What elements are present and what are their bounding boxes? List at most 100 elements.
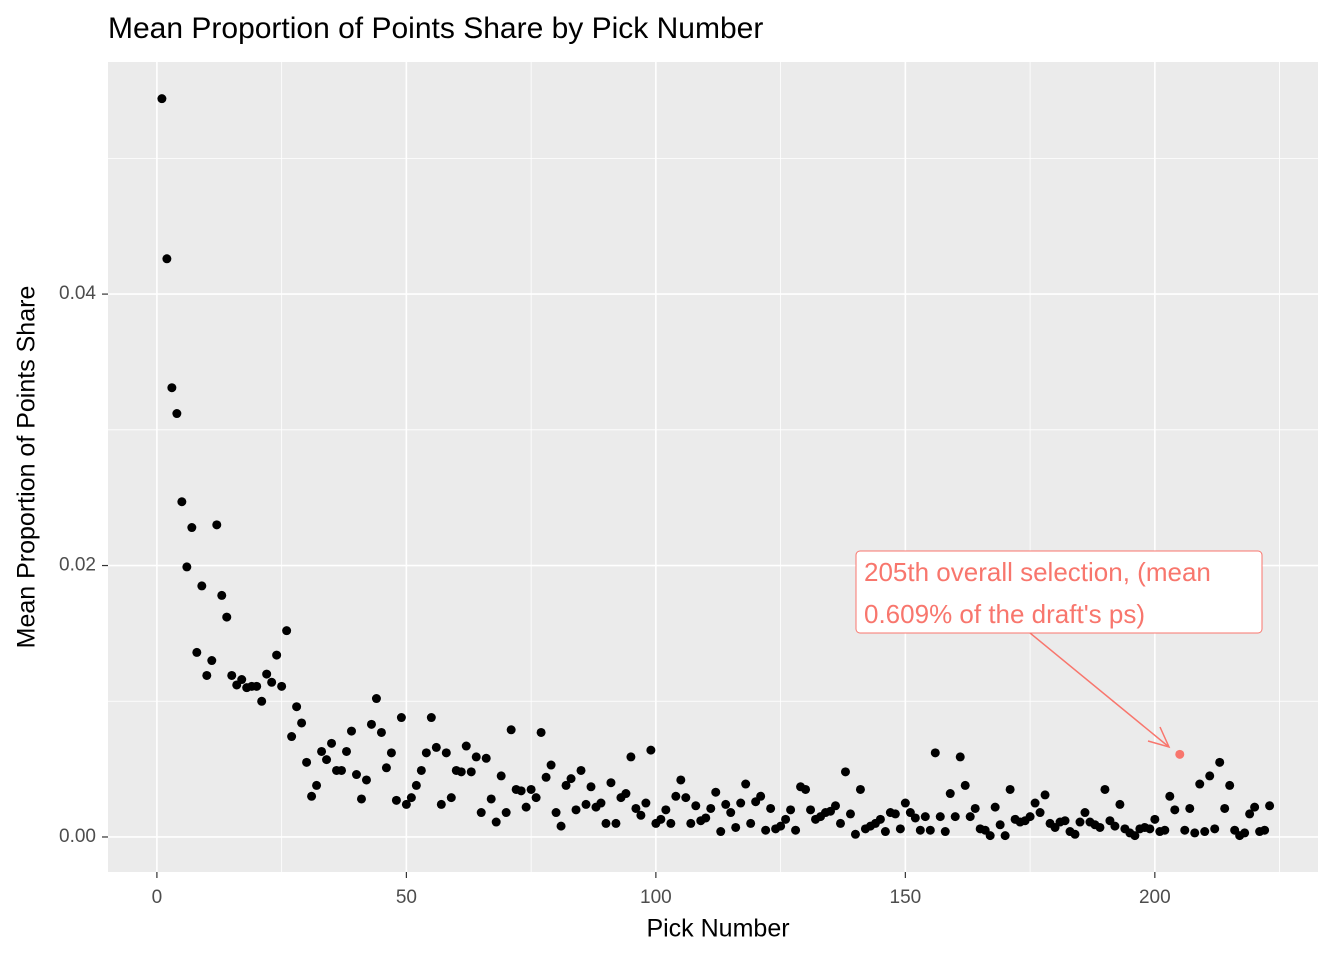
point xyxy=(351,770,361,780)
point xyxy=(1070,829,1080,839)
point xyxy=(401,799,411,809)
point xyxy=(172,409,182,419)
point xyxy=(781,814,791,824)
point xyxy=(456,767,466,777)
point xyxy=(322,755,332,765)
point xyxy=(1000,831,1010,841)
point xyxy=(1170,805,1180,815)
point xyxy=(381,763,391,773)
point xyxy=(282,626,292,636)
point xyxy=(297,718,307,728)
point xyxy=(292,702,302,712)
point xyxy=(960,780,970,790)
point xyxy=(1060,816,1070,826)
point xyxy=(212,520,222,530)
point xyxy=(257,696,267,706)
point xyxy=(1040,790,1050,800)
point xyxy=(1195,779,1205,789)
point xyxy=(890,809,900,819)
point xyxy=(791,825,801,835)
point xyxy=(830,801,840,811)
point xyxy=(806,805,816,815)
panel xyxy=(108,62,1318,872)
point xyxy=(666,818,676,828)
point xyxy=(731,822,741,832)
point xyxy=(1025,812,1035,822)
point xyxy=(601,818,611,828)
x-tick-label: 50 xyxy=(396,887,417,908)
point xyxy=(237,675,247,685)
point xyxy=(227,670,237,680)
point xyxy=(726,808,736,818)
point xyxy=(546,760,556,770)
point xyxy=(1165,791,1175,801)
point xyxy=(162,254,172,264)
point xyxy=(855,784,865,794)
point xyxy=(531,793,541,803)
point xyxy=(1180,825,1190,835)
point xyxy=(880,827,890,837)
point xyxy=(915,825,925,835)
point xyxy=(930,748,940,758)
point xyxy=(900,798,910,808)
point xyxy=(521,802,531,812)
point xyxy=(711,787,721,797)
point xyxy=(756,791,766,801)
point xyxy=(741,779,751,789)
point xyxy=(556,821,566,831)
point xyxy=(356,794,366,804)
point xyxy=(471,752,481,762)
point xyxy=(850,829,860,839)
point xyxy=(935,812,945,822)
highlight-point xyxy=(1175,749,1185,759)
point xyxy=(766,803,776,813)
point xyxy=(631,803,641,813)
x-tick-label: 150 xyxy=(890,887,922,908)
point xyxy=(1160,825,1170,835)
point xyxy=(701,813,711,823)
point xyxy=(396,713,406,723)
point xyxy=(1250,802,1260,812)
point xyxy=(686,818,696,828)
point xyxy=(776,821,786,831)
point xyxy=(391,795,401,805)
point xyxy=(411,780,421,790)
point xyxy=(1035,808,1045,818)
point xyxy=(217,590,227,600)
annotation-box xyxy=(855,550,1263,634)
point xyxy=(481,753,491,763)
point xyxy=(1220,803,1230,813)
y-axis-label: Mean Proportion of Points Share xyxy=(13,286,41,649)
point xyxy=(426,713,436,723)
point xyxy=(551,808,561,818)
point xyxy=(197,581,207,591)
point xyxy=(596,798,606,808)
point xyxy=(366,719,376,729)
point xyxy=(1080,808,1090,818)
annotation-text: 205th overall selection, (mean xyxy=(864,557,1211,587)
point xyxy=(491,817,501,827)
point xyxy=(581,799,591,809)
x-axis-label: Pick Number xyxy=(646,915,789,943)
chart-title: Mean Proportion of Points Share by Pick … xyxy=(108,12,763,45)
point xyxy=(327,738,337,748)
point xyxy=(970,803,980,813)
point xyxy=(496,771,506,781)
point xyxy=(786,805,796,815)
point xyxy=(252,681,262,691)
point xyxy=(840,767,850,777)
point xyxy=(222,612,232,622)
point xyxy=(995,820,1005,830)
point xyxy=(1225,780,1235,790)
point xyxy=(307,791,317,801)
point xyxy=(965,812,975,822)
point xyxy=(431,742,441,752)
point xyxy=(920,812,930,822)
point xyxy=(636,810,646,820)
point xyxy=(1190,828,1200,838)
point xyxy=(681,793,691,803)
point xyxy=(1030,798,1040,808)
point xyxy=(1130,831,1140,841)
point xyxy=(746,818,756,828)
